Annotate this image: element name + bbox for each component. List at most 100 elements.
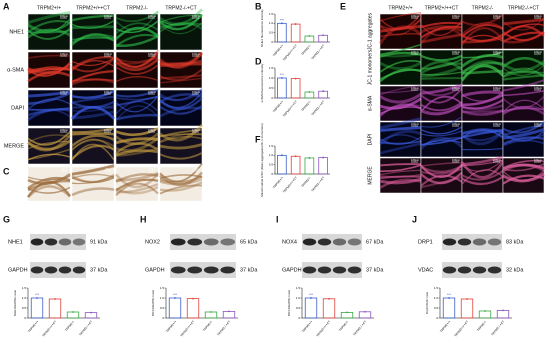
x-tick-label: TRPM2+/++CT xyxy=(282,99,298,117)
band-size: 37 kDa xyxy=(90,267,108,273)
x-tick-label: TRPM2+/+ xyxy=(165,319,178,333)
bar xyxy=(497,310,509,318)
micrograph: 100μm xyxy=(28,13,70,50)
blot-band xyxy=(333,239,346,246)
scale-label: 50μm xyxy=(105,167,112,171)
y-tick-label: 0 xyxy=(298,316,300,320)
scale-label: 100μm xyxy=(411,158,419,162)
bar-dot xyxy=(72,311,74,313)
row-label: MERGE xyxy=(4,143,25,149)
blot-band xyxy=(318,267,331,274)
column-header: TRPM2+/+ xyxy=(37,5,61,11)
bar-dot xyxy=(466,298,468,300)
scale-label: 100μm xyxy=(452,86,460,90)
micrograph: 100μm xyxy=(28,128,70,164)
blot-band xyxy=(204,239,219,246)
panel-label: G xyxy=(3,214,10,224)
bar xyxy=(31,298,43,318)
scale-label: 100μm xyxy=(534,86,542,90)
x-tick-label: TRPM2+/++CT xyxy=(179,319,195,337)
panel-label: C xyxy=(3,166,10,176)
bar-dot xyxy=(502,310,504,312)
micrograph: 100μm xyxy=(462,122,503,157)
micrograph: 100μm xyxy=(421,158,462,193)
column-header: TRPM2+/++CT xyxy=(425,5,459,11)
y-tick-label: 0 xyxy=(271,96,273,100)
bar xyxy=(169,298,181,318)
bar xyxy=(305,158,314,174)
micrograph: 100μm xyxy=(503,14,544,49)
band-name: GAPDH xyxy=(145,267,165,273)
y-tick-label: 1.0 xyxy=(434,296,439,300)
bar xyxy=(291,24,300,42)
micrograph: 100μm xyxy=(421,117,462,157)
panel-label: I xyxy=(276,214,279,224)
bar-dot xyxy=(346,312,348,314)
micrograph: 100μm xyxy=(72,90,114,126)
micrograph: 100μm xyxy=(160,125,202,164)
column-header: TRPM2+/+ xyxy=(388,5,412,11)
y-axis-label: NHE1 fluorescence intensity xyxy=(260,9,264,47)
y-tick-label: 1.5 xyxy=(269,144,274,148)
bar-dot xyxy=(295,78,297,80)
scale-label: 100μm xyxy=(104,14,112,18)
scale-label: 100μm xyxy=(493,86,501,90)
tissue-fiber xyxy=(72,27,114,28)
x-tick-label: TRPM2-/-+CT xyxy=(310,43,325,60)
x-tick-label: TRPM2-/- xyxy=(476,320,487,333)
blot-band xyxy=(473,239,486,246)
y-tick-label: 1.0 xyxy=(269,153,274,157)
blot-band xyxy=(59,267,71,274)
bar-dot xyxy=(90,312,92,314)
micrograph: 100μm xyxy=(160,52,202,88)
y-tick-label: 1.5 xyxy=(269,12,274,16)
micrograph: 100μm xyxy=(503,50,544,85)
scale-label: 100μm xyxy=(452,14,460,18)
significance: *** xyxy=(309,293,314,297)
panel-label: J xyxy=(412,214,417,224)
bar xyxy=(305,92,314,98)
significance: *** xyxy=(35,293,40,297)
bar xyxy=(319,35,328,42)
bar xyxy=(305,298,317,318)
column-header: TRPM2-/- xyxy=(126,5,148,11)
scale-label: 100μm xyxy=(148,90,156,94)
blot-band xyxy=(45,239,57,246)
band-name: NOX2 xyxy=(145,239,160,245)
scale-label: 100μm xyxy=(411,122,419,126)
scale-label: 100μm xyxy=(192,14,200,18)
y-tick-label: 0.5 xyxy=(269,30,274,34)
scale-label: 100μm xyxy=(104,52,112,56)
band-name: GAPDH xyxy=(8,267,28,273)
scale-label: 100μm xyxy=(192,52,200,56)
y-tick-label: 0.5 xyxy=(160,306,165,310)
micrograph: 100μm xyxy=(503,122,544,157)
bar-dot xyxy=(308,35,310,37)
blot-band xyxy=(348,239,361,246)
blot-band xyxy=(204,267,219,274)
blot-band xyxy=(318,239,331,246)
micrograph: 100μm xyxy=(380,158,421,193)
bar xyxy=(223,311,235,318)
blot-band xyxy=(473,267,486,274)
micrograph: 100μm xyxy=(28,52,70,88)
scale-label: 100μm xyxy=(148,128,156,132)
x-tick-label: TRPM2+/+ xyxy=(272,99,285,113)
blot-band xyxy=(488,239,501,246)
blot-band xyxy=(220,239,235,246)
blot-band xyxy=(187,239,202,246)
bar xyxy=(49,299,61,318)
band-size: 91 kDa xyxy=(90,239,108,245)
x-tick-label: TRPM2-/-+CT xyxy=(78,319,93,336)
row-label: α-SMA xyxy=(367,95,373,111)
blot-band xyxy=(303,267,316,274)
micrograph: 100μm xyxy=(380,45,421,85)
x-tick-label: TRPM2+/+ xyxy=(439,319,452,333)
blot-band xyxy=(31,239,43,246)
micrograph: 100μm xyxy=(462,14,503,49)
scale-label: 100μm xyxy=(534,122,542,126)
row-label: JC-1 monomers xyxy=(367,49,373,85)
scale-label: 100μm xyxy=(192,90,200,94)
bar xyxy=(319,158,328,174)
x-tick-label: TRPM2+/+ xyxy=(272,175,285,189)
